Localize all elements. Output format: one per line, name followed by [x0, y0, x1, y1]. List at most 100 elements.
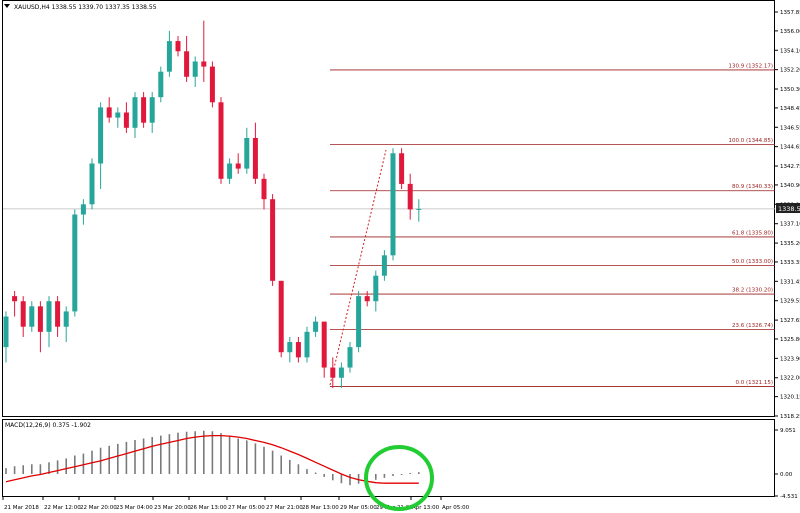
- candle: [338, 362, 344, 388]
- candle: [373, 270, 379, 312]
- candle: [407, 173, 413, 220]
- price-tick-label: 1352.20: [780, 68, 800, 74]
- price-tick-label: 1348.45: [780, 106, 800, 112]
- fibonacci-retracement[interactable]: 0.0 (1321.15) 23.6 (1326.74) 38.2 (1330.20…: [330, 63, 775, 387]
- macd-tick-label: -4.531: [780, 494, 798, 500]
- candle: [295, 336, 301, 363]
- macd-indicator: [5, 430, 420, 486]
- highlight-circle: [364, 445, 434, 511]
- candle: [244, 127, 250, 174]
- candle: [399, 148, 405, 190]
- candle: [63, 306, 69, 343]
- candle: [416, 199, 422, 222]
- current-price-label: 1338.55: [778, 205, 800, 213]
- price-tick-label: 1357.85: [780, 10, 800, 16]
- candle: [381, 250, 387, 281]
- time-tick-label: 23 Mar 04:00: [116, 505, 153, 511]
- candle: [184, 35, 190, 82]
- current-price-marker: [776, 203, 800, 213]
- symbol-info: XAUUSD,H4 1338.55 1339.70 1337.35 1338.5…: [14, 4, 157, 11]
- candle: [227, 158, 233, 184]
- time-tick-label: Apr 05:00: [442, 505, 470, 511]
- price-tick-label: 1320.15: [780, 395, 800, 401]
- time-tick-label: 21 Mar 2018: [4, 505, 39, 511]
- candle: [132, 92, 138, 138]
- price-tick-label: 1337.10: [780, 222, 800, 228]
- price-tick-label: 1318.25: [780, 414, 800, 420]
- macd-axis: 9.051 0.00 -4.531: [775, 428, 798, 500]
- price-tick-label: 1344.65: [780, 145, 800, 151]
- price-tick-label: 1335.20: [780, 241, 800, 247]
- fib-level-label: 50.0 (1333.00): [732, 259, 773, 265]
- fib-level-label: 61.8 (1335.80): [732, 230, 773, 236]
- macd-tick-label: 9.051: [780, 428, 796, 434]
- time-tick-label: 23 Mar 20:00: [154, 505, 191, 511]
- price-tick-label: 1333.35: [780, 260, 800, 266]
- candle: [158, 66, 164, 103]
- price-axis: 1357.85 1356.00 1354.10 1352.20 1350.30 1348.…: [775, 10, 800, 420]
- time-tick-label: 27 Mar 05:00: [228, 505, 265, 511]
- time-tick-label: 26 Mar 13:00: [190, 505, 227, 511]
- candle: [261, 173, 267, 210]
- price-tick-label: 1322.00: [780, 376, 800, 382]
- candle: [218, 97, 224, 184]
- triangle-down-icon[interactable]: [4, 4, 10, 8]
- candle: [106, 97, 112, 123]
- candle: [356, 291, 362, 353]
- fib-level-label: 23.6 (1326.74): [732, 323, 773, 329]
- candle: [89, 158, 95, 210]
- price-tick-label: 1331.45: [780, 279, 800, 285]
- price-tick-label: 1346.55: [780, 125, 800, 131]
- candle: [287, 336, 293, 363]
- candle: [175, 35, 181, 57]
- candle: [55, 296, 61, 337]
- time-tick-label: 29 Mar 05:00: [340, 505, 377, 511]
- candle: [72, 209, 78, 317]
- candle: [12, 291, 18, 317]
- candle: [330, 357, 336, 388]
- candle: [270, 194, 276, 286]
- price-tick-label: 1350.30: [780, 87, 800, 93]
- candle: [46, 296, 52, 348]
- candle: [20, 296, 26, 337]
- time-tick-label: 22 Mar 12:00: [44, 505, 81, 511]
- time-tick-label: Apr 13:00: [412, 505, 440, 511]
- candle: [29, 301, 35, 332]
- fib-level-label: 38.2 (1330.20): [732, 288, 773, 294]
- candle: [209, 61, 215, 108]
- candle: [321, 321, 327, 378]
- fib-level-label: 80.9 (1340.33): [732, 184, 773, 190]
- price-tick-label: 1329.55: [780, 299, 800, 305]
- candle: [141, 92, 147, 128]
- fib-level-label: 100.0 (1344.85): [728, 138, 773, 144]
- candle: [201, 20, 207, 82]
- candlestick-series: [3, 20, 422, 388]
- price-tick-label: 1354.10: [780, 48, 800, 54]
- candle: [166, 30, 172, 77]
- candle: [80, 199, 86, 225]
- candle: [364, 291, 370, 307]
- candle: [347, 342, 353, 373]
- candle: [235, 153, 241, 174]
- candle: [98, 102, 104, 190]
- candle: [3, 311, 9, 363]
- candle: [37, 301, 43, 353]
- candle: [252, 122, 258, 184]
- price-tick-label: 1356.00: [780, 29, 800, 35]
- price-tick-label: 1327.65: [780, 318, 800, 324]
- price-tick-label: 1323.90: [780, 356, 800, 362]
- time-tick-label: 22 Mar 20:00: [80, 505, 117, 511]
- fib-level-label: 0.0 (1321.15): [735, 380, 773, 386]
- candle: [192, 56, 198, 87]
- macd-signal-line: [5, 434, 419, 484]
- price-tick-label: 1325.80: [780, 337, 800, 343]
- candle: [149, 92, 155, 133]
- macd-tick-label: 0.00: [780, 472, 793, 478]
- candle: [115, 107, 121, 128]
- time-tick-label: 28 Mar 13:00: [302, 505, 339, 511]
- time-tick-label: 27 Mar 21:00: [266, 505, 303, 511]
- price-tick-label: 1340.90: [780, 183, 800, 189]
- price-tick-label: 1342.75: [780, 164, 800, 170]
- fib-trend-line[interactable]: [329, 149, 387, 386]
